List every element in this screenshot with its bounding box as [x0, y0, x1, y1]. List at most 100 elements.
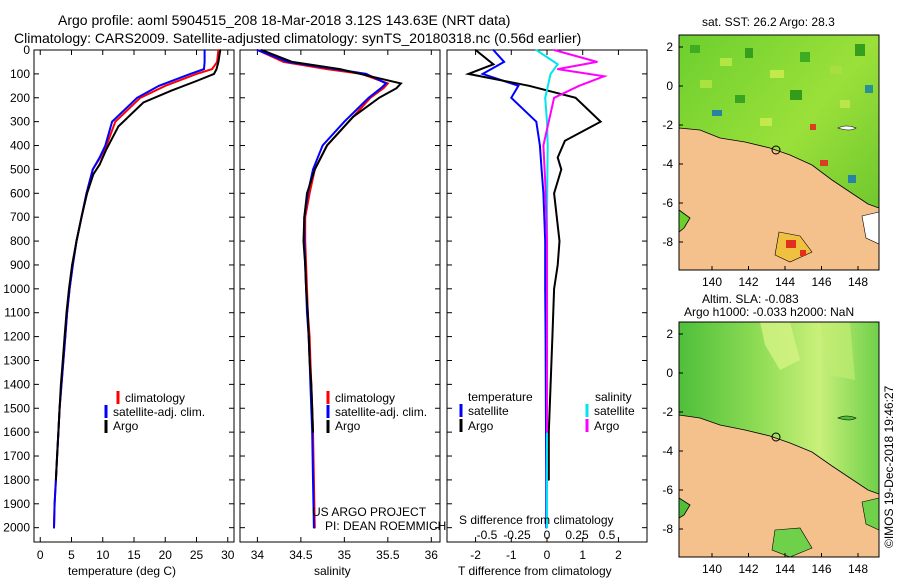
diff-legend-s-satellite: satellite [594, 404, 635, 418]
depth-tick-label: 1000 [3, 282, 30, 296]
difference-point [544, 96, 547, 99]
difference-point [546, 479, 548, 481]
salinity-point [308, 192, 311, 195]
difference-point [546, 120, 548, 123]
temperature-point [195, 80, 198, 82]
map-top-ytick-label: 2 [666, 40, 673, 54]
salinity-xlabel: salinity [314, 564, 351, 578]
difference-plot: -2 -1 0 1 2 -0.5 -0.25 0 0.25 0.5 [464, 49, 622, 562]
depth-tick-label: 1100 [4, 306, 30, 320]
map-bottom-xtick-label: 142 [738, 562, 758, 576]
difference-point [542, 192, 545, 195]
difference-s-tick-label: -0.25 [503, 528, 531, 542]
temperature-point [217, 61, 220, 63]
map-top-ytick-label: -4 [662, 157, 673, 171]
salinity-point [310, 383, 313, 386]
difference-series-s-argo [542, 49, 608, 433]
difference-s-tick-label: 0.5 [599, 528, 616, 542]
difference-point [558, 240, 561, 243]
difference-legend: temperature satellite Argo salinity sate… [459, 390, 635, 433]
map-top-xtick-label: 148 [848, 275, 868, 289]
difference-point [535, 120, 538, 123]
temperature-point [98, 163, 101, 166]
map-top-ytick-label: -8 [662, 235, 673, 249]
difference-point [556, 156, 559, 159]
difference-point [539, 144, 541, 147]
salinity-point [302, 240, 305, 243]
difference-point [556, 264, 559, 266]
temperature-panel-frame [33, 49, 235, 543]
legend-satellite-adj: satellite-adj. clim. [113, 405, 205, 419]
map-top-xtick-label: 140 [702, 275, 722, 289]
depth-tick-label: 1600 [3, 425, 30, 439]
temperature-point [56, 455, 58, 457]
sal-legend-satellite-adj: satellite-adj. clim. [335, 405, 427, 419]
diff-legend-temperature-title: temperature [468, 390, 533, 404]
temperature-point [189, 73, 192, 75]
difference-point [517, 84, 520, 87]
difference-xtick-label: -2 [470, 548, 481, 562]
salinity-point [291, 61, 294, 63]
temperature-xtick-label: 5 [68, 548, 75, 562]
difference-point [528, 84, 530, 87]
sla-map [678, 321, 880, 558]
depth-tick-label: 900 [10, 258, 30, 272]
salinity-legend: climatology satellite-adj. clim. Argo [326, 391, 427, 433]
temperature-series-argo [54, 49, 222, 480]
temperature-xtick-label: 30 [221, 548, 235, 562]
salinity-point [312, 168, 314, 171]
depth-tick-label: 100 [10, 67, 30, 81]
salinity-xtick-label: 35 [338, 548, 352, 562]
map-top-xtick-label: 144 [775, 275, 795, 289]
salinity-xtick-label: 36 [425, 548, 439, 562]
difference-point [547, 431, 550, 433]
salinity-point [260, 49, 263, 51]
temperature-point [217, 49, 220, 51]
difference-point [492, 63, 495, 66]
pi-credit: PI: DEAN ROEMMICH [325, 519, 446, 533]
difference-s-tick-label: 0.25 [565, 528, 589, 542]
temperature-point [164, 84, 167, 87]
temperature-point [215, 68, 218, 70]
salinity-point [343, 120, 346, 123]
salinity-point [304, 264, 307, 266]
temperature-point [142, 101, 145, 104]
depth-tick-label: 200 [10, 91, 30, 105]
depth-tick-label: 800 [10, 234, 30, 248]
salinity-point [305, 287, 307, 290]
difference-point [553, 287, 555, 290]
temperature-point [203, 49, 206, 51]
difference-point [574, 96, 577, 99]
salinity-xtick-label: 34 [251, 548, 265, 562]
temperature-point [75, 240, 78, 243]
difference-point [544, 240, 547, 243]
temperature-xtick-label: 10 [96, 548, 110, 562]
difference-point [560, 168, 563, 171]
difference-xtick-label: 2 [615, 548, 622, 562]
imos-credit: ©IMOS 19-Dec-2018 19:46:27 [882, 385, 896, 548]
depth-tick-label: 1900 [3, 497, 30, 511]
temperature-point [53, 502, 56, 505]
difference-point [549, 73, 552, 75]
map-bottom-xtick-label: 140 [702, 562, 722, 576]
depth-tick-label: 500 [10, 162, 30, 176]
difference-point [553, 49, 555, 51]
salinity-point [313, 168, 316, 171]
salinity-point [313, 526, 315, 529]
salinity-point [303, 216, 306, 219]
difference-xtick-label: -1 [506, 548, 517, 562]
temperature-point [65, 311, 68, 314]
map-bottom-ytick-label: -6 [662, 483, 673, 497]
difference-point [544, 180, 547, 183]
difference-point [492, 49, 495, 51]
difference-s-tick-label: -0.5 [477, 528, 498, 542]
salinity-series-climatology [256, 49, 390, 528]
salinity-point [312, 479, 314, 481]
sst-speckles [690, 44, 873, 183]
difference-xtick-label: 0 [544, 548, 551, 562]
salinity-series-argo [261, 49, 403, 433]
difference-point [474, 49, 477, 51]
difference-point [544, 287, 547, 290]
difference-point [549, 383, 552, 386]
